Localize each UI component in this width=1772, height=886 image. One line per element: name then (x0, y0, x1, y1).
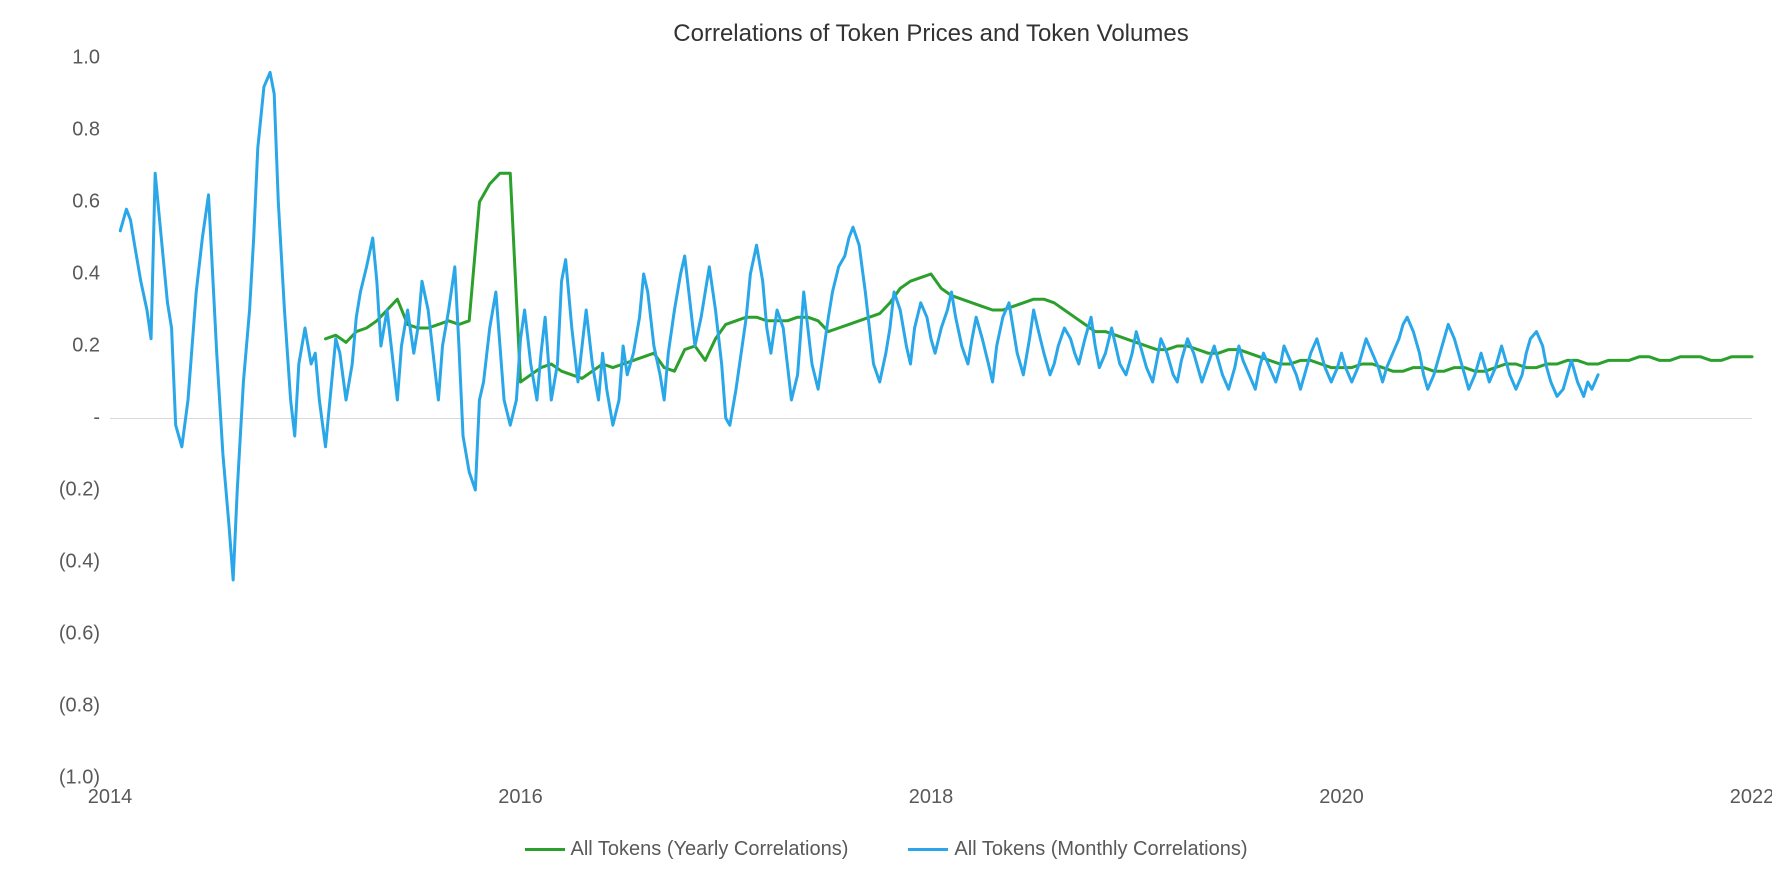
y-tick-label: 0.4 (72, 263, 100, 286)
plot-area: 1.00.80.60.40.2-(0.2)(0.4)(0.6)(0.8)(1.0… (20, 58, 1752, 778)
x-axis: 20142016201820202022 (110, 778, 1752, 818)
y-tick-label: 0.2 (72, 335, 100, 358)
x-tick-label: 2020 (1319, 786, 1364, 809)
y-tick-label: (0.6) (59, 623, 100, 646)
series-line (326, 173, 1752, 382)
y-tick-label: (0.4) (59, 551, 100, 574)
y-tick-label: (0.2) (59, 479, 100, 502)
legend-label: All Tokens (Monthly Correlations) (954, 838, 1247, 860)
x-tick-label: 2022 (1730, 786, 1772, 809)
x-tick-label: 2018 (909, 786, 954, 809)
plot-region (110, 58, 1752, 778)
chart-lines-svg (110, 58, 1752, 778)
legend-swatch (908, 848, 948, 851)
y-tick-label: (0.8) (59, 695, 100, 718)
legend-item: All Tokens (Monthly Correlations) (908, 838, 1247, 861)
legend-label: All Tokens (Yearly Correlations) (571, 838, 849, 860)
y-axis: 1.00.80.60.40.2-(0.2)(0.4)(0.6)(0.8)(1.0… (20, 58, 110, 778)
y-tick-label: - (93, 407, 100, 430)
x-tick-label: 2016 (498, 786, 543, 809)
legend-item: All Tokens (Yearly Correlations) (525, 838, 849, 861)
chart-container: Correlations of Token Prices and Token V… (20, 20, 1752, 866)
y-tick-label: 0.6 (72, 191, 100, 214)
legend: All Tokens (Yearly Correlations) All Toke… (20, 838, 1752, 861)
legend-swatch (525, 848, 565, 851)
x-tick-label: 2014 (88, 786, 133, 809)
series-line (120, 72, 1598, 580)
y-tick-label: 0.8 (72, 119, 100, 142)
chart-title: Correlations of Token Prices and Token V… (20, 20, 1752, 48)
y-tick-label: 1.0 (72, 47, 100, 70)
